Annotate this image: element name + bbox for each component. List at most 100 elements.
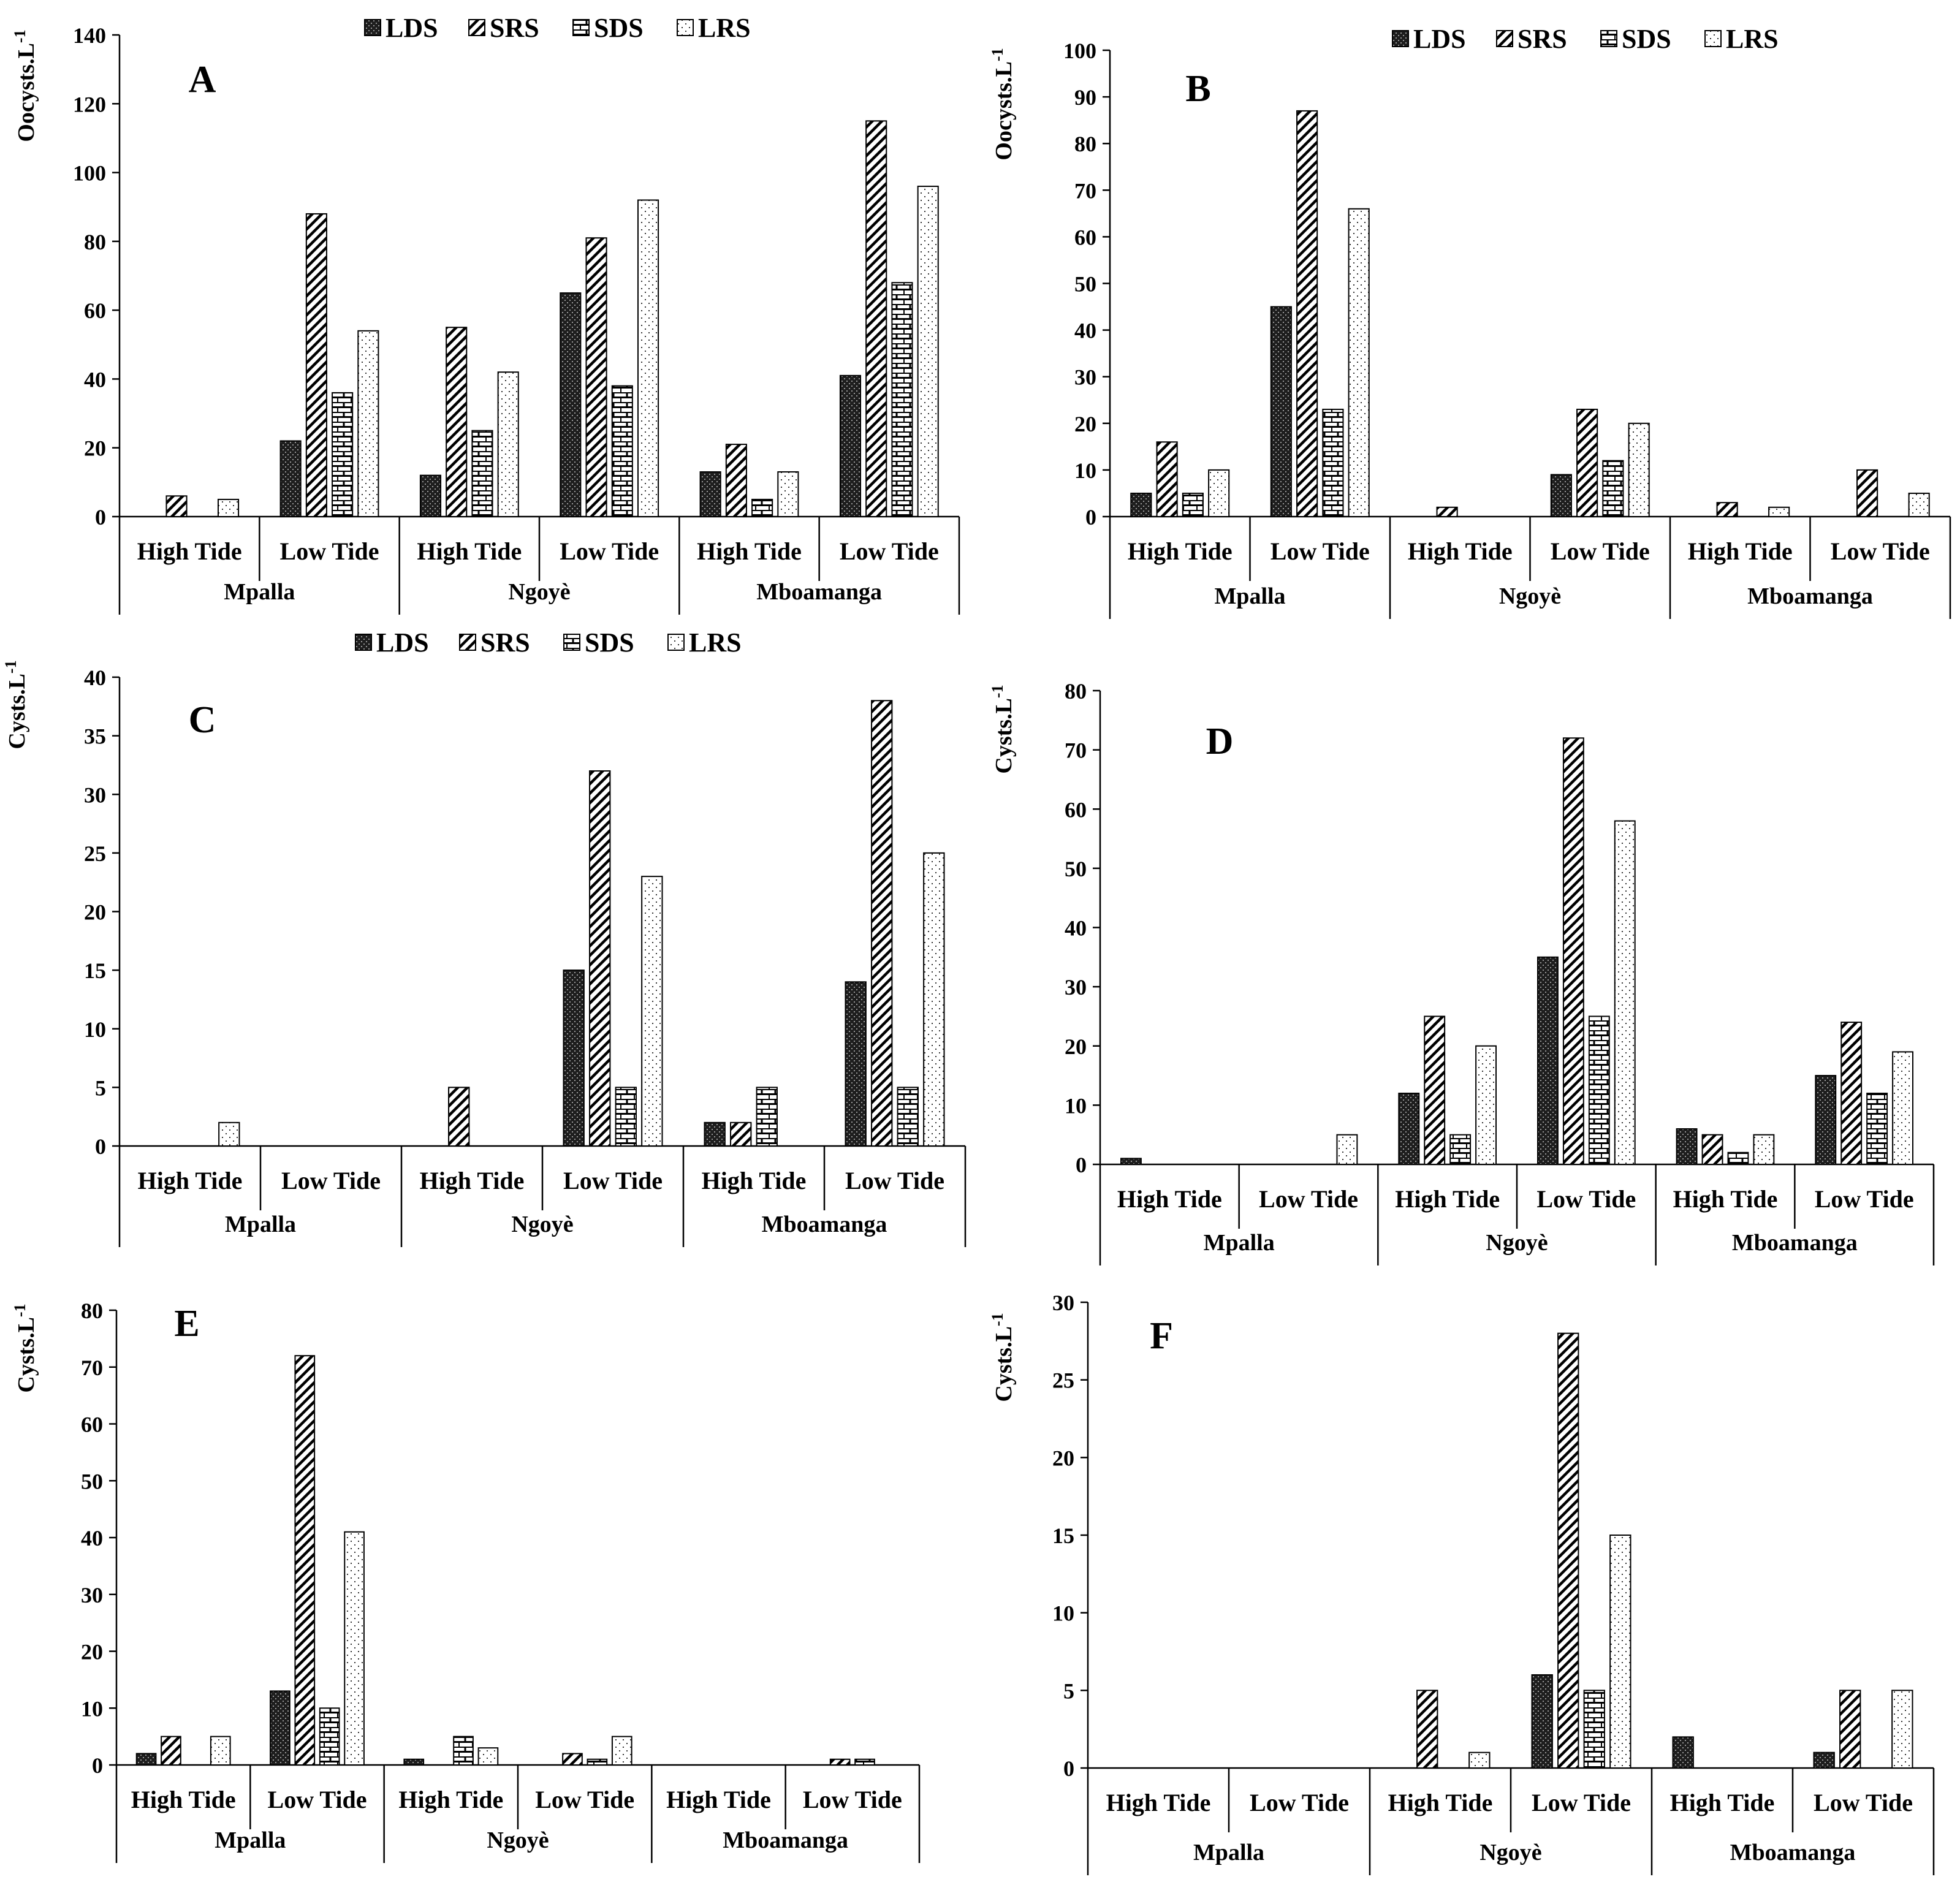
- y-tick-label: 30: [81, 1583, 103, 1607]
- bar-lds: [1270, 306, 1292, 517]
- legend-swatch-lrs: [667, 634, 685, 651]
- legend-swatch-lds: [355, 634, 372, 651]
- bar-lds: [1550, 474, 1572, 518]
- x-category-label: High Tide: [1388, 1789, 1493, 1816]
- bar-lrs: [477, 1747, 499, 1766]
- y-tick-label: 0: [92, 1753, 103, 1778]
- bar-lds: [1672, 1736, 1694, 1769]
- x-category-label: Low Tide: [1532, 1789, 1631, 1816]
- x-category-label: High Tide: [138, 1167, 243, 1194]
- y-tick-label: 40: [1065, 916, 1087, 941]
- y-tick-label: 30: [84, 783, 106, 807]
- y-tick-label: 15: [1052, 1523, 1074, 1548]
- x-category-label: High Tide: [702, 1167, 807, 1194]
- y-axis-label: Cysts.L-1: [989, 1313, 1017, 1402]
- legend-label-lds: LDS: [386, 13, 438, 43]
- y-tick-label: 10: [1052, 1601, 1074, 1626]
- x-category-label: Low Tide: [281, 1167, 381, 1194]
- y-tick-label: 10: [1074, 458, 1096, 483]
- x-category-label: Low Tide: [268, 1786, 367, 1813]
- bar-lrs: [497, 371, 519, 518]
- bar-srs: [1856, 469, 1878, 518]
- bar-srs: [294, 1355, 316, 1766]
- y-tick-label: 50: [81, 1469, 103, 1493]
- y-tick-label: 80: [84, 230, 106, 254]
- x-category-label: Low Tide: [1250, 1789, 1349, 1816]
- legend-label-sds: SDS: [585, 628, 634, 658]
- x-category-label: Low Tide: [1814, 1789, 1913, 1816]
- bar-srs: [1840, 1022, 1863, 1165]
- legend-label-srs: SRS: [490, 13, 539, 43]
- bar-lrs: [917, 186, 939, 517]
- x-category-label: Low Tide: [560, 537, 659, 565]
- x-category-label: Low Tide: [1551, 537, 1650, 565]
- legend-swatch-srs: [1496, 30, 1513, 47]
- legend-swatch-sds: [572, 19, 590, 36]
- panel-letter: D: [1206, 721, 1234, 762]
- bar-sds: [587, 1758, 608, 1766]
- x-group-label: Mboamanga: [762, 1212, 887, 1237]
- legend-swatch-lds: [1392, 30, 1409, 47]
- x-group-label: Ngoyè: [1486, 1230, 1548, 1256]
- y-tick-label: 20: [81, 1640, 103, 1664]
- x-category-label: Low Tide: [803, 1786, 902, 1813]
- bar-lds: [1398, 1093, 1420, 1165]
- y-tick-label: 80: [1065, 679, 1087, 704]
- panel-letter: B: [1185, 68, 1210, 110]
- y-tick-label: 60: [1074, 225, 1096, 249]
- bar-lds: [279, 440, 302, 517]
- y-tick-label: 5: [1063, 1679, 1074, 1703]
- y-tick-label: 120: [73, 92, 106, 116]
- y-tick-label: 25: [1052, 1368, 1074, 1393]
- bar-lds: [1813, 1751, 1835, 1769]
- bar-lds: [560, 292, 582, 517]
- y-tick-label: 25: [84, 841, 106, 866]
- x-category-label: High Tide: [1408, 537, 1513, 565]
- bar-lrs: [1614, 820, 1636, 1165]
- y-tick-label: 90: [1074, 85, 1096, 110]
- bar-lrs: [1208, 469, 1230, 518]
- x-category-label: Low Tide: [1259, 1185, 1358, 1213]
- bar-lds: [704, 1121, 726, 1147]
- y-tick-label: 0: [95, 505, 106, 529]
- y-tick-label: 80: [1074, 132, 1096, 156]
- bar-srs: [305, 213, 327, 517]
- y-tick-label: 60: [84, 298, 106, 323]
- bar-lrs: [641, 876, 663, 1147]
- legend-swatch-lrs: [677, 19, 694, 36]
- bar-lds: [1130, 492, 1152, 518]
- y-tick-label: 40: [1074, 319, 1096, 343]
- bar-srs: [1716, 502, 1738, 517]
- chart-panel-e: 0 10 20 30 40 50 60 70 80 High Tide Low Tide High T…: [11, 1299, 921, 1863]
- legend: LDS SRS SDS LRS: [364, 13, 751, 43]
- bar-lrs: [1891, 1690, 1913, 1769]
- x-group-label: Mboamanga: [1732, 1230, 1858, 1256]
- bar-srs: [1576, 408, 1598, 517]
- y-tick-label: 60: [1065, 797, 1087, 822]
- bar-lrs: [1609, 1535, 1631, 1769]
- legend-swatch-sds: [1600, 30, 1617, 47]
- legend-label-lds: LDS: [1413, 24, 1466, 54]
- bar-lds: [1676, 1128, 1698, 1166]
- bar-srs: [725, 444, 747, 517]
- bar-lds: [845, 981, 867, 1147]
- x-category-label: High Tide: [420, 1167, 525, 1194]
- x-group-label: Ngoyè: [1479, 1840, 1541, 1865]
- x-group-label: Mboamanga: [756, 579, 882, 605]
- bar-lrs: [1753, 1134, 1775, 1165]
- panel-letter: C: [189, 699, 216, 741]
- x-category-label: Low Tide: [535, 1786, 634, 1813]
- bar-sds: [319, 1707, 340, 1766]
- x-category-label: High Tide: [131, 1786, 236, 1813]
- x-category-label: High Tide: [1688, 537, 1793, 565]
- x-category-label: Low Tide: [1536, 1185, 1636, 1213]
- y-tick-label: 50: [1065, 857, 1087, 881]
- y-tick-label: 20: [1052, 1446, 1074, 1470]
- x-group-label: Mpalla: [224, 579, 295, 605]
- bar-lds: [839, 374, 862, 517]
- bar-srs: [1156, 441, 1178, 517]
- y-tick-label: 100: [73, 161, 106, 186]
- x-category-label: Low Tide: [563, 1167, 663, 1194]
- bar-lrs: [611, 1736, 632, 1766]
- x-category-label: Low Tide: [1271, 537, 1370, 565]
